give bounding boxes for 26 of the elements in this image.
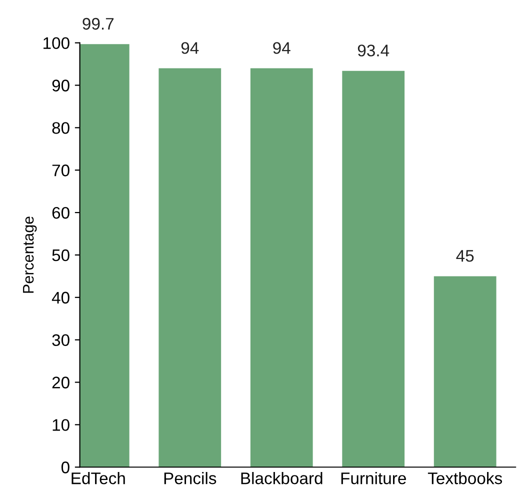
- x-tick-label: Blackboard: [241, 472, 322, 484]
- x-tick-label: Furniture: [341, 472, 406, 484]
- bar: [434, 276, 496, 468]
- bar: [250, 68, 313, 468]
- y-tick-label: 70: [52, 164, 70, 176]
- x-tick-label: Pencils: [164, 472, 216, 484]
- bar: [158, 68, 222, 468]
- y-tick-label: 50: [52, 249, 70, 262]
- data-label: 99.7: [82, 18, 114, 30]
- x-tick-label: Textbooks: [428, 472, 502, 484]
- y-tick-label: 100: [44, 37, 70, 50]
- data-label: 94: [181, 42, 199, 54]
- y-tick-label: 20: [52, 376, 70, 388]
- y-tick-label: 40: [52, 292, 70, 304]
- data-label: 45: [456, 250, 474, 262]
- x-tick-label: EdTech: [72, 472, 125, 484]
- y-tick-label: 10: [52, 419, 70, 431]
- y-axis-title: Percentage: [23, 216, 37, 293]
- y-tick-label: 0: [61, 462, 70, 474]
- y-tick-label: 80: [52, 122, 70, 134]
- y-tick-label: 60: [52, 206, 70, 219]
- data-label: 94: [273, 42, 290, 54]
- y-tick-label: 30: [52, 334, 70, 346]
- bar: [342, 70, 405, 468]
- data-label: 93.4: [358, 44, 390, 56]
- y-tick-label: 90: [52, 80, 70, 92]
